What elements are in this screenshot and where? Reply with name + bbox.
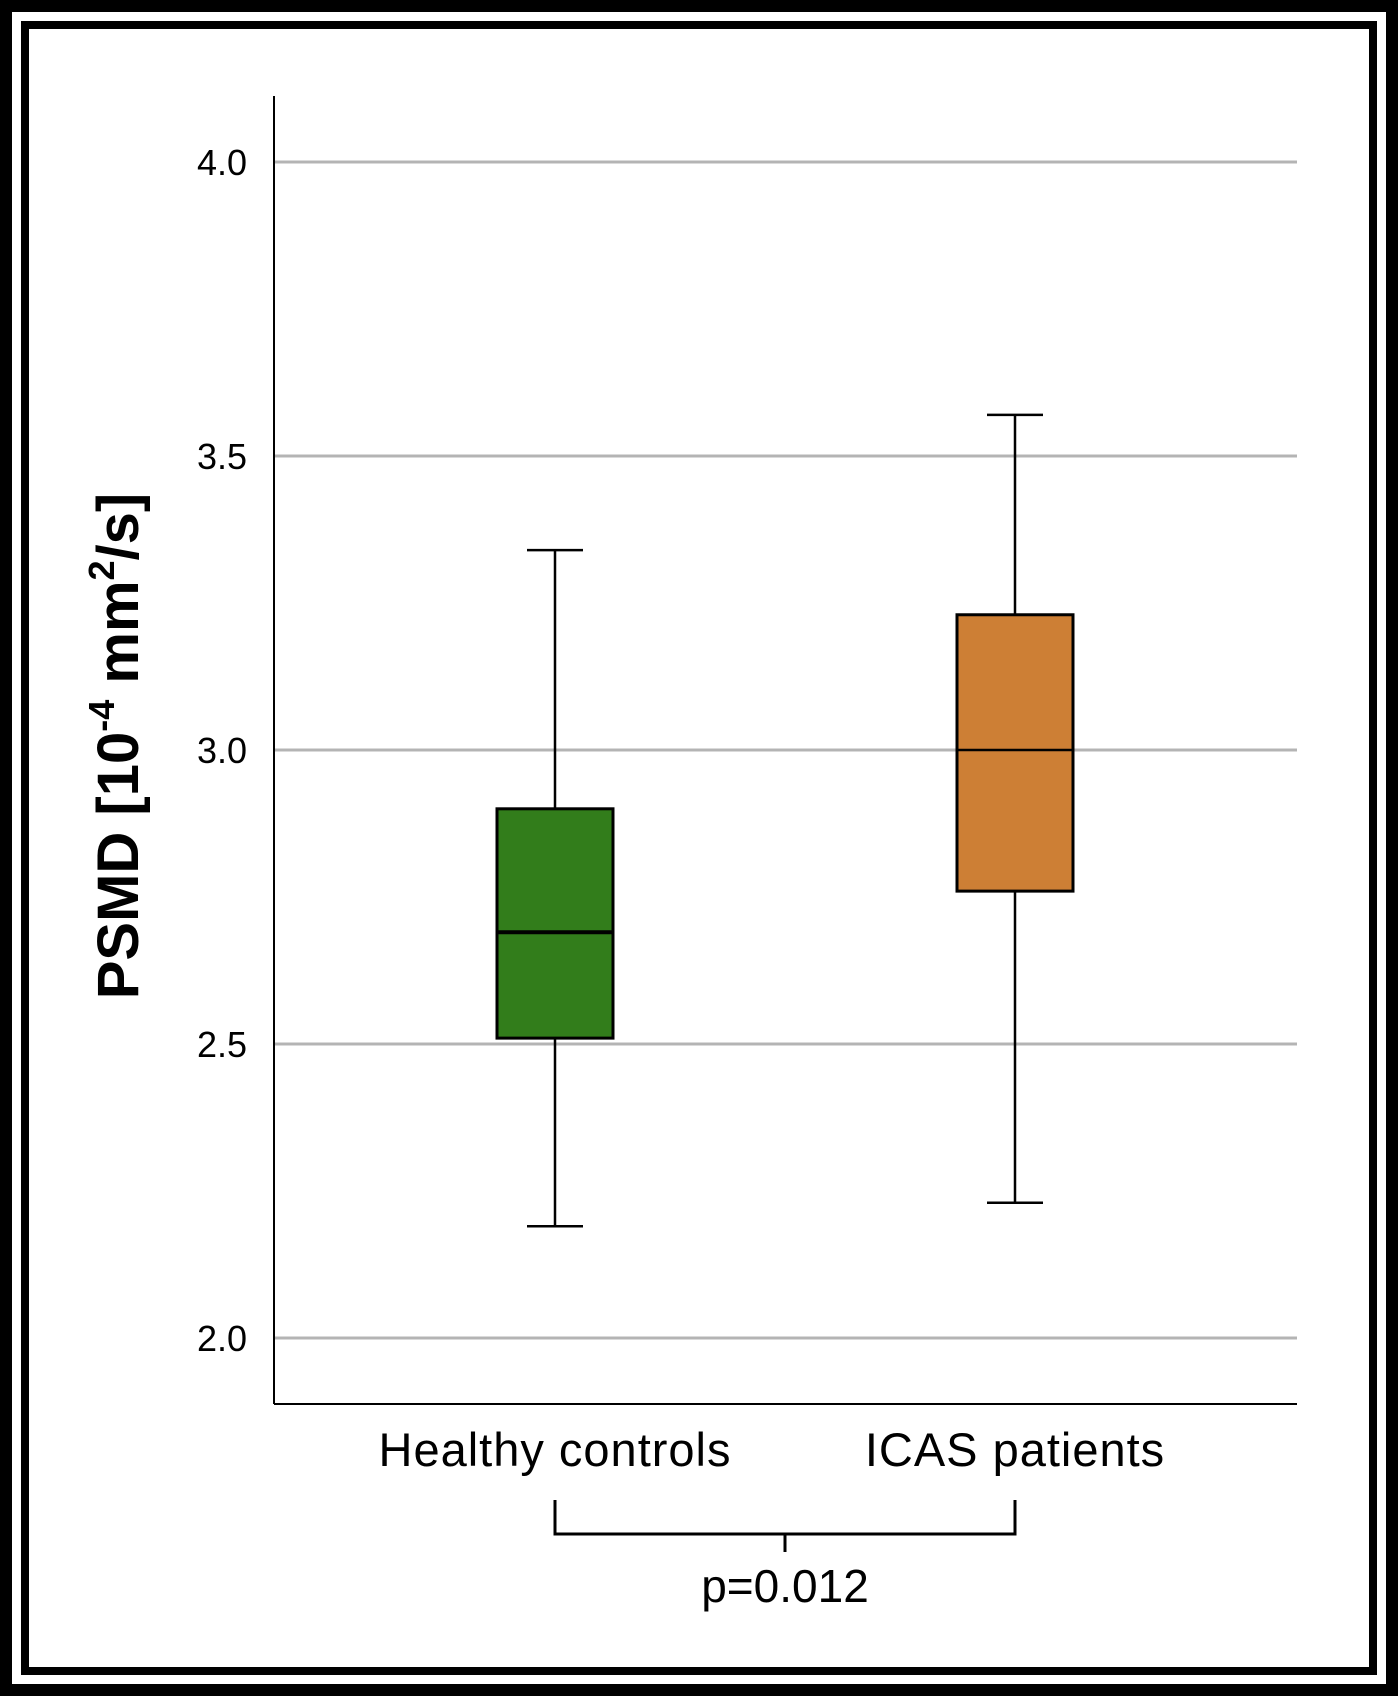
y-axis-label-exponent: -4 <box>81 700 122 732</box>
y-axis-label-unit-tail: /s] <box>86 493 151 561</box>
box-layer <box>495 413 1075 1228</box>
y-tick-labels: 2.0 2.5 3.0 3.5 4.0 <box>197 142 247 1359</box>
box-icas-patients <box>955 413 1075 1205</box>
x-tick-label-icas-patients: ICAS patients <box>865 1423 1165 1476</box>
y-axis-label-unit-superscript: 2 <box>81 560 122 580</box>
y-axis-label-unit: mm <box>86 580 151 699</box>
iqr-box <box>955 613 1075 893</box>
y-axis-label-group: PSMD [10-4 mm2/s] <box>81 493 151 1000</box>
y-tick-label: 3.5 <box>197 436 247 477</box>
bracket-line <box>553 1500 1017 1536</box>
y-axis-label-main: PSMD [10 <box>86 732 151 1000</box>
axis-layer <box>273 96 1297 1405</box>
iqr-box <box>495 807 615 1040</box>
y-tick-label: 4.0 <box>197 142 247 183</box>
y-axis-label: PSMD [10-4 mm2/s] <box>81 493 151 1000</box>
grid-layer <box>274 160 1297 1340</box>
significance-bracket <box>553 1500 1017 1552</box>
inner-frame <box>21 21 1377 1675</box>
y-tick-label: 2.0 <box>197 1318 247 1359</box>
x-tick-label-healthy-controls: Healthy controls <box>379 1423 732 1476</box>
box-healthy-controls <box>495 548 615 1228</box>
p-value-label: p=0.012 <box>701 1560 869 1612</box>
y-tick-label: 2.5 <box>197 1024 247 1065</box>
y-tick-label: 3.0 <box>197 730 247 771</box>
